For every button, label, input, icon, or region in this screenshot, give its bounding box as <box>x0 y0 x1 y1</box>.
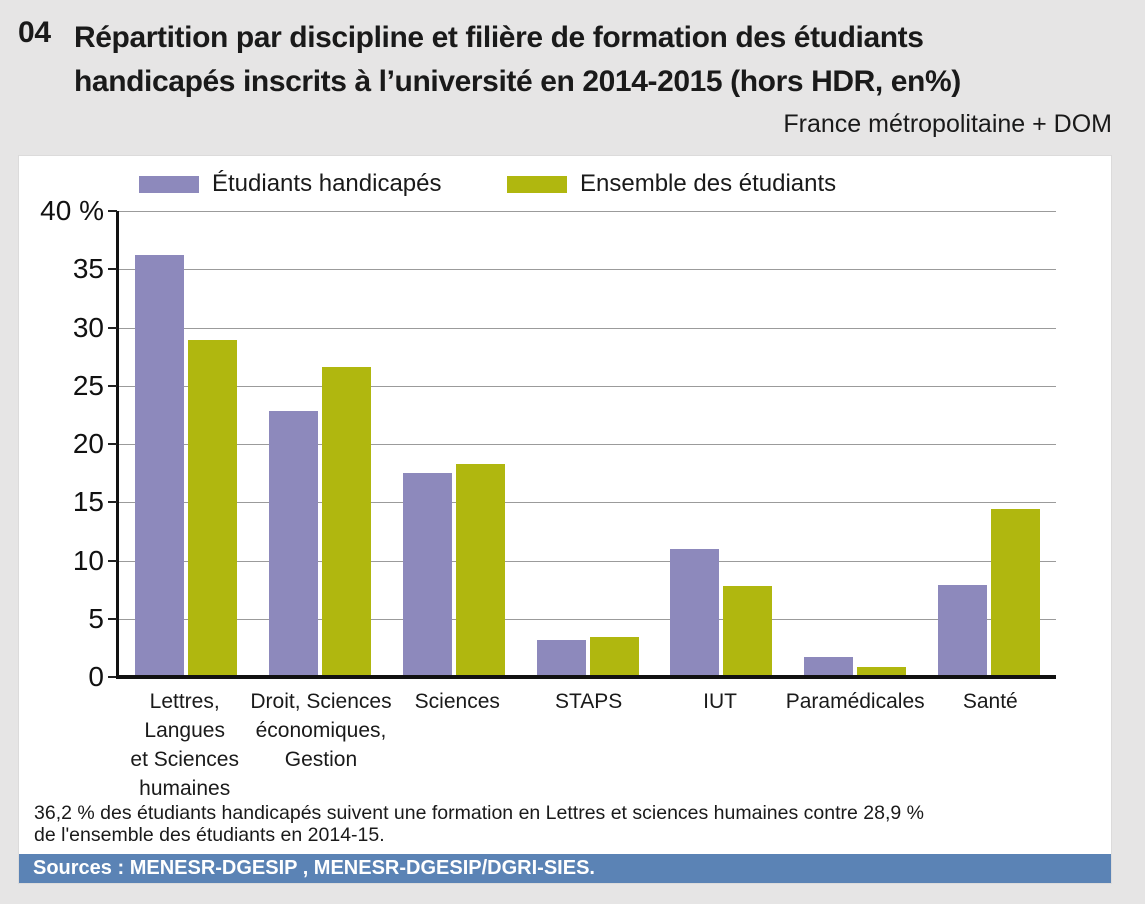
reading-note-line1: 36,2 % des étudiants handicapés suivent … <box>34 802 924 824</box>
x-category-label: Paramédicales <box>785 690 925 713</box>
x-category-label: Santé <box>962 690 1018 713</box>
x-axis-baseline <box>116 675 1056 679</box>
y-tick-label: 40 % <box>40 195 104 226</box>
gridline <box>119 560 1056 562</box>
bar <box>804 657 854 677</box>
gridline <box>119 327 1056 329</box>
legend-label-handicapes: Étudiants handicapés <box>212 170 442 197</box>
x-category-label: STAPS <box>555 690 623 713</box>
y-tick-label: 25 <box>72 369 104 401</box>
y-axis-tick <box>108 384 117 387</box>
legend-item-ensemble: Ensemble des étudiants <box>507 170 836 198</box>
page-title: Répartition par discipline et filière de… <box>74 16 1084 104</box>
bar <box>402 473 452 677</box>
plot-area <box>116 211 1056 679</box>
bar <box>670 548 720 677</box>
bar <box>321 367 371 677</box>
bar-groups <box>119 211 1056 677</box>
legend-swatch-ensemble <box>507 175 567 193</box>
y-axis-tick <box>108 617 117 620</box>
y-tick-label: 15 <box>72 486 104 518</box>
y-tick-label: 30 <box>72 311 104 343</box>
bar-group <box>387 211 521 677</box>
y-axis-tick <box>108 559 117 562</box>
y-tick-label: 10 <box>72 544 104 576</box>
bar-group <box>654 211 788 677</box>
sources-text: Sources : MENESR-DGESIP , MENESR-DGESIP/… <box>33 857 595 879</box>
bar-group <box>922 211 1056 677</box>
figure-number: 04 <box>18 16 51 49</box>
bar-group <box>119 211 253 677</box>
gridline <box>119 385 1056 387</box>
bar <box>134 255 184 677</box>
y-axis-tick <box>108 268 117 271</box>
x-category-label: IUT <box>703 690 737 713</box>
bar <box>938 584 988 677</box>
legend-item-handicapes: Étudiants handicapés <box>139 170 442 198</box>
legend-swatch-handicapes <box>139 175 199 193</box>
reading-note: 36,2 % des étudiants handicapés suivent … <box>34 802 1094 846</box>
chart-panel: Étudiants handicapés Ensemble des étudia… <box>18 155 1112 884</box>
bar-group <box>521 211 655 677</box>
gridline <box>119 211 1056 212</box>
y-axis-spine <box>116 211 119 677</box>
y-axis-tick <box>108 501 117 504</box>
x-category-label: Sciences <box>414 690 500 713</box>
x-category-label: Lettres, Langues et Sciences humaines <box>130 690 239 800</box>
bar <box>991 509 1041 677</box>
bar <box>268 411 318 677</box>
y-tick-label: 35 <box>72 253 104 285</box>
y-tick-label: 20 <box>72 428 104 459</box>
page-title-line1: Répartition par discipline et filière de… <box>74 21 924 54</box>
bar <box>455 463 505 677</box>
bar <box>723 586 773 677</box>
y-axis-tick <box>108 676 117 678</box>
bar <box>589 637 639 677</box>
sources-bar: Sources : MENESR-DGESIP , MENESR-DGESIP/… <box>19 854 1111 883</box>
y-tick-label: 5 <box>88 602 104 634</box>
reading-note-line2: de l'ensemble des étudiants en 2014-15. <box>34 824 385 846</box>
bar-group <box>253 211 387 677</box>
bar <box>857 666 907 677</box>
y-axis-tick <box>108 210 117 212</box>
gridline <box>119 444 1056 445</box>
geographic-scope-label: France métropolitaine + DOM <box>783 110 1112 138</box>
gridline <box>119 502 1056 504</box>
x-axis-labels: Lettres, Langues et Sciences humaines Droit,… <box>119 687 1056 803</box>
gridline <box>119 618 1056 620</box>
gridline <box>119 269 1056 271</box>
bar <box>187 340 237 677</box>
bar-group <box>788 211 922 677</box>
page-title-line2: handicapés inscrits à l’université en 20… <box>74 65 961 98</box>
x-category-label: Droit, Sciences économiques, Gestion <box>250 690 392 771</box>
bar <box>536 639 586 677</box>
y-tick-label: 0 <box>88 661 104 692</box>
y-axis-tick <box>108 443 117 445</box>
y-axis-tick <box>108 326 117 329</box>
legend-label-ensemble: Ensemble des étudiants <box>580 170 837 197</box>
